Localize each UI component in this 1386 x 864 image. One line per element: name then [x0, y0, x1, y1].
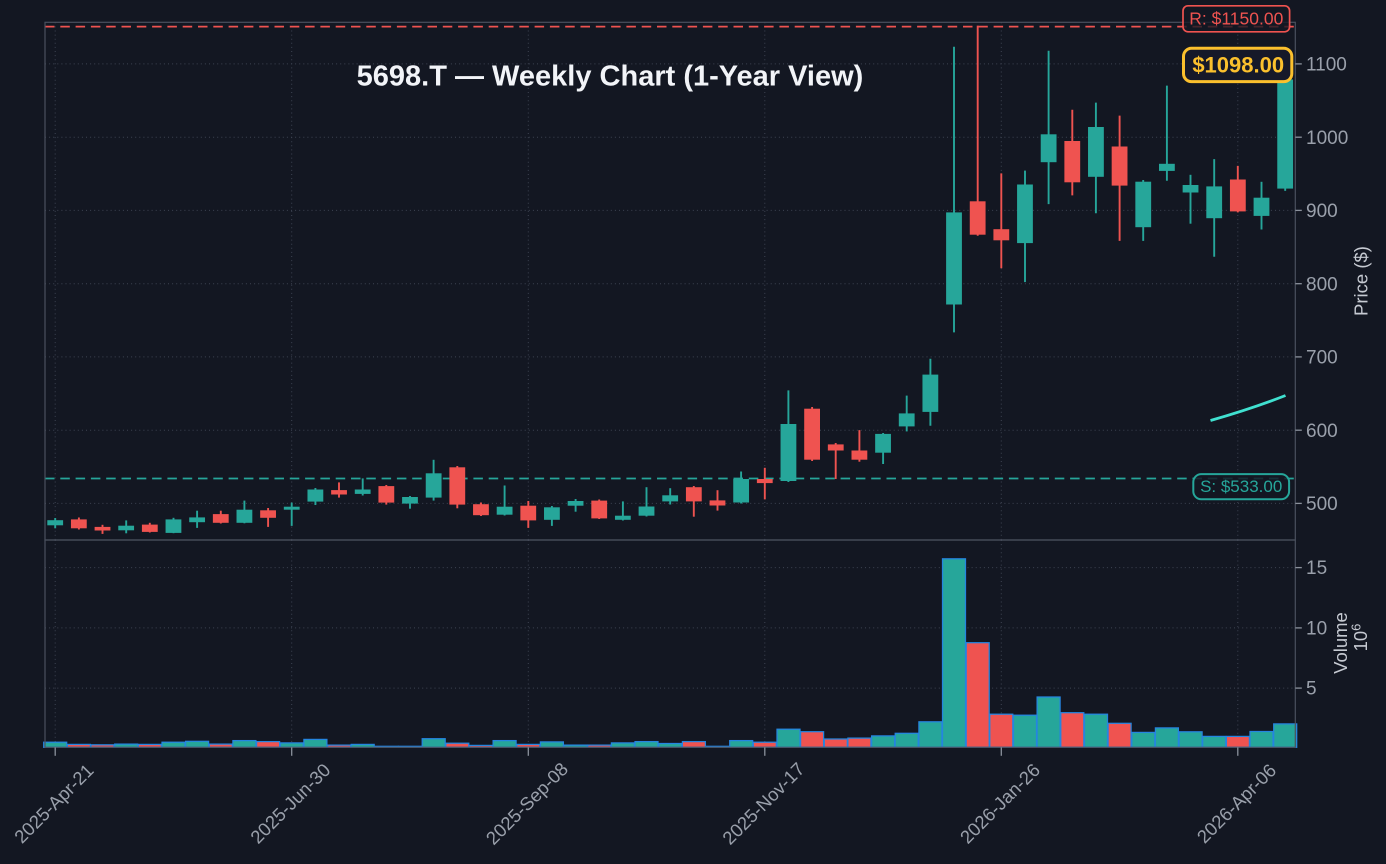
svg-text:15: 15 — [1306, 558, 1327, 579]
svg-text:700: 700 — [1306, 348, 1338, 369]
svg-text:5698.T — Weekly Chart (1-Year: 5698.T — Weekly Chart (1-Year View) — [357, 61, 864, 93]
svg-text:5: 5 — [1306, 679, 1317, 700]
svg-text:S: $533.00: S: $533.00 — [1200, 477, 1282, 496]
svg-text:900: 900 — [1306, 201, 1338, 222]
svg-text:1000: 1000 — [1306, 128, 1348, 149]
svg-text:Volume: Volume — [1330, 612, 1351, 674]
svg-text:600: 600 — [1306, 421, 1338, 442]
svg-text:Price ($): Price ($) — [1351, 246, 1372, 316]
svg-text:$1098.00: $1098.00 — [1192, 52, 1284, 77]
svg-text:1100: 1100 — [1306, 55, 1347, 76]
svg-text:10: 10 — [1306, 619, 1327, 640]
svg-text:500: 500 — [1306, 494, 1338, 515]
svg-text:800: 800 — [1306, 274, 1338, 295]
svg-text:R: $1150.00: R: $1150.00 — [1189, 9, 1283, 29]
